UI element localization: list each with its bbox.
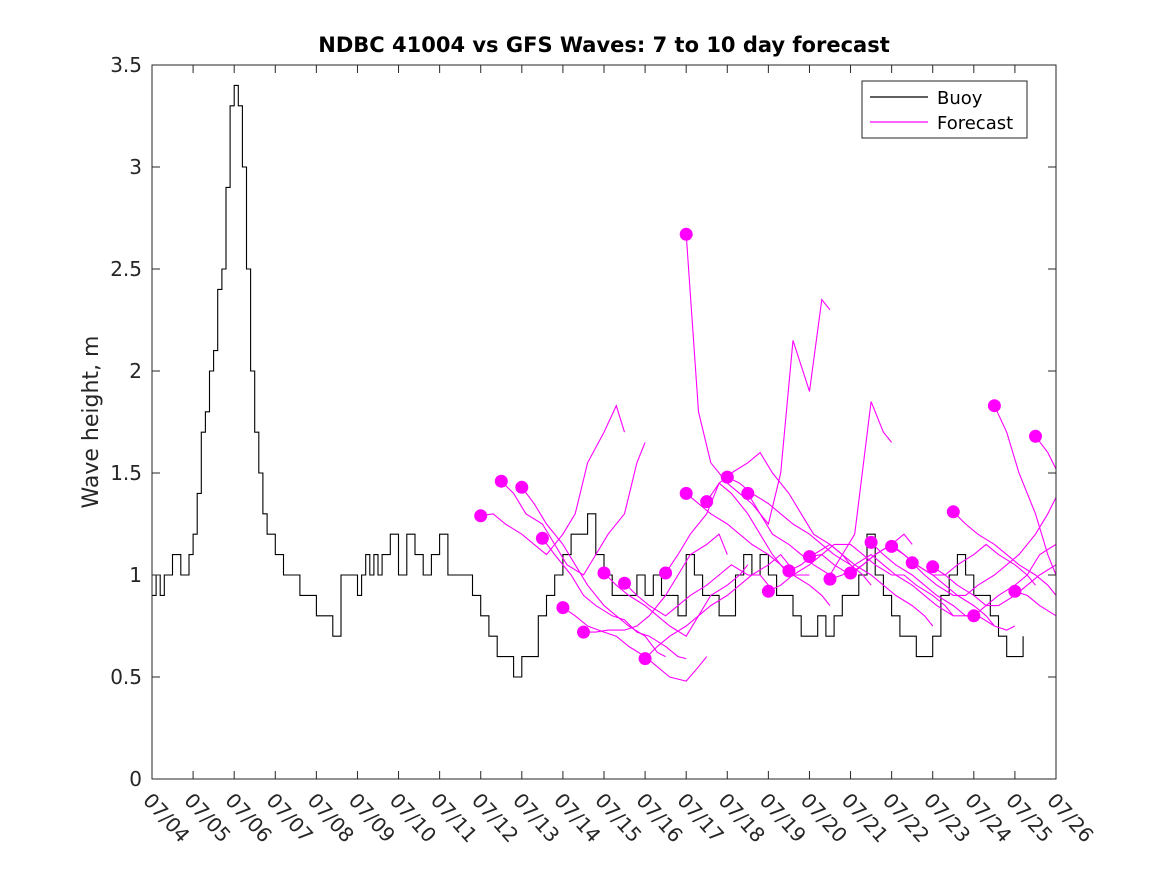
forecast-line-3	[521, 486, 666, 658]
forecast-marker-2	[494, 474, 508, 488]
y-tick-label: 3.5	[110, 53, 142, 77]
forecast-line-19	[829, 553, 974, 617]
chart-title: NDBC 41004 vs GFS Waves: 7 to 10 day for…	[318, 33, 889, 57]
y-tick-label: 2	[129, 359, 142, 383]
forecast-marker-13	[700, 495, 714, 509]
forecast-marker-3	[515, 480, 529, 494]
forecast-marker-12	[679, 227, 693, 241]
y-axis-label: Wave height, m	[79, 336, 104, 509]
y-tick-label: 1.5	[110, 461, 142, 485]
forecast-marker-17	[782, 564, 796, 578]
y-tick-label: 0	[129, 767, 142, 791]
forecast-marker-9	[638, 652, 652, 666]
legend-box	[861, 80, 1028, 139]
y-tick-label: 2.5	[110, 257, 142, 281]
forecast-line-5	[562, 607, 708, 682]
forecast-line-21	[870, 542, 1016, 631]
forecast-marker-16	[761, 584, 775, 598]
forecast-marker-18	[803, 550, 816, 564]
forecast-marker-6	[577, 625, 590, 639]
forecast-marker-25	[946, 505, 960, 519]
forecast-line-24	[932, 564, 1057, 607]
forecast-line-11	[685, 492, 831, 606]
forecast-marker-5	[556, 601, 570, 615]
buoy-series	[152, 84, 1024, 678]
buoy-line	[152, 84, 1024, 678]
forecast-marker-1	[474, 509, 488, 523]
y-tick-label: 0.5	[110, 665, 142, 689]
forecast-line-6	[583, 533, 728, 633]
forecast-line-23	[911, 497, 1057, 596]
forecast-marker-19	[823, 572, 837, 586]
forecast-marker-20	[844, 566, 857, 580]
forecast-marker-21	[864, 535, 878, 549]
forecast-line-4	[541, 537, 687, 660]
forecast-marker-14	[720, 470, 734, 484]
forecast-marker-23	[905, 556, 919, 570]
forecast-marker-22	[885, 539, 899, 553]
forecast-line-9	[644, 553, 790, 659]
legend-buoy-label: Buoy	[937, 88, 983, 109]
y-tick-label: 3	[129, 155, 142, 179]
forecast-line-2	[500, 442, 646, 576]
forecast-marker-29	[1029, 429, 1042, 443]
forecast-marker-15	[741, 486, 755, 500]
forecast-marker-11	[679, 486, 693, 500]
forecast-marker-8	[618, 576, 631, 590]
legend-forecast-label: Forecast	[937, 113, 1013, 134]
forecast-marker-4	[535, 531, 549, 545]
forecast-marker-10	[659, 566, 673, 580]
forecast-marker-24	[926, 560, 940, 574]
y-axis-ticks: 0 0.5 1 1.5 2 2.5 3 3.5	[110, 53, 1056, 791]
forecast-line-25	[952, 511, 1057, 596]
forecast-line-18	[809, 543, 954, 617]
forecast-line-27	[993, 405, 1057, 576]
forecast-line-15	[747, 401, 893, 576]
forecast-line-29	[1035, 435, 1057, 470]
forecast-line-8	[624, 564, 769, 617]
forecast-markers	[474, 227, 1042, 666]
legend: Buoy Forecast	[861, 80, 1028, 139]
forecast-marker-28	[1008, 584, 1022, 598]
y-tick-label: 1	[129, 563, 142, 587]
plot-content	[152, 84, 1057, 682]
forecast-marker-26	[967, 609, 981, 623]
plot-area	[152, 65, 1056, 779]
forecast-marker-7	[597, 566, 611, 580]
forecast-marker-27	[987, 399, 1001, 413]
